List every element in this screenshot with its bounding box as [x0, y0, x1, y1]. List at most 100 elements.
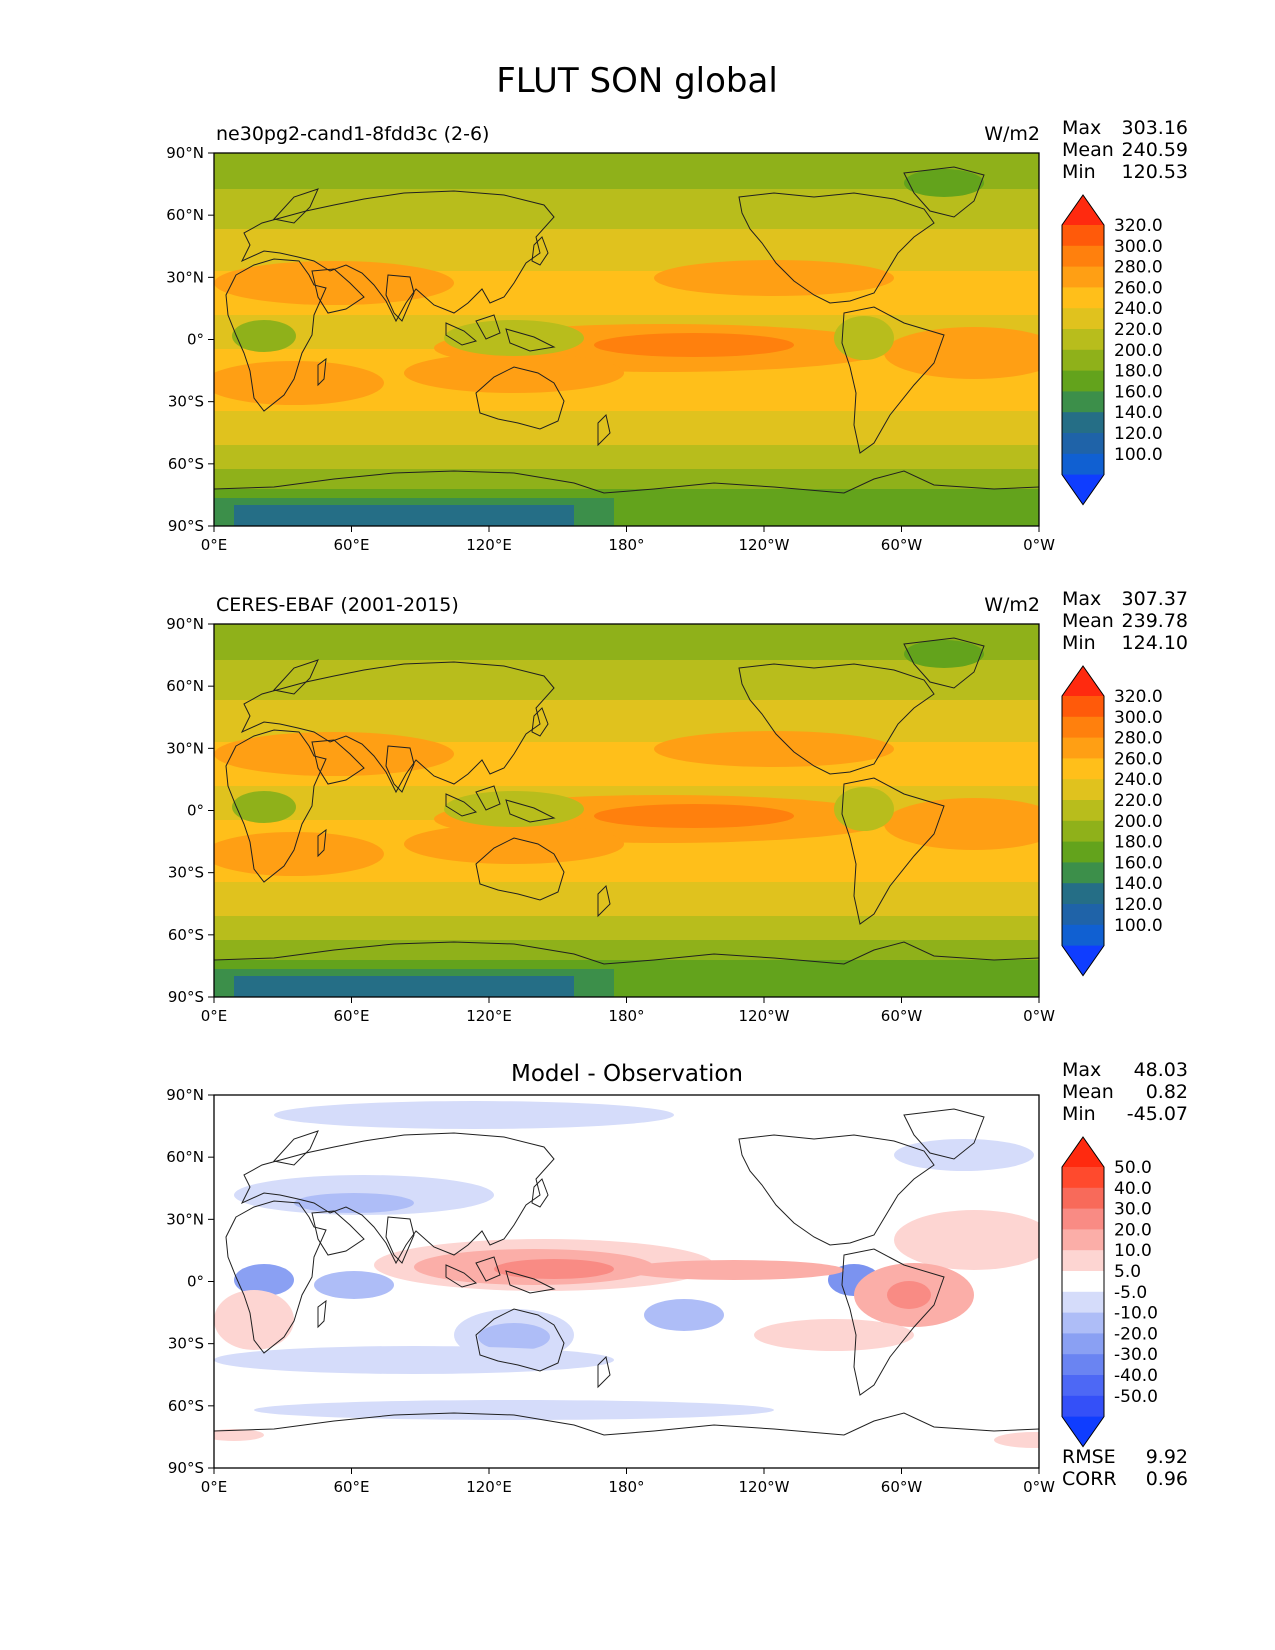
colorbar-segment [1062, 1271, 1104, 1293]
panel-observation-axes: 90°N 60°N 30°N 0° 30°S 60°S 90°S0°E 60°E 120°E 18… [166, 615, 1055, 1025]
panel-difference-axes: 90°N 60°N 30°N 0° 30°S 60°S 90°S0°E 60°E 120°E 18… [166, 1086, 1055, 1496]
lat-tick-label: 30°S [168, 1335, 204, 1353]
lat-tick-label: 60°S [168, 1397, 204, 1415]
lon-tick-label: 0°E [201, 1478, 228, 1496]
lat-tick-label: 90°S [168, 988, 204, 1006]
colorbar-segment [1062, 287, 1104, 309]
lat-tick-label: 60°S [168, 455, 204, 473]
panel-observation-map [214, 624, 1039, 997]
lon-tick-label: 120°E [466, 1478, 512, 1496]
colorbar-segment [1062, 225, 1104, 247]
lat-tick-label: 30°N [166, 739, 204, 757]
stat-label: Mean [1062, 139, 1114, 161]
colorbar-outline [1061, 194, 1105, 506]
lon-tick-label: 120°E [466, 1007, 512, 1025]
colorbar-label: 280.0 [1114, 258, 1163, 278]
colorbar-segment [1062, 308, 1104, 330]
lon-tick-label: 120°W [739, 1478, 790, 1496]
colorbar-label: -10.0 [1114, 1304, 1158, 1324]
panel-model-axes: 90°N 60°N 30°N 0° 30°S 60°S 90°S0°E 60°E 120°E 18… [166, 144, 1055, 554]
lon-tick-label: 60°E [333, 1007, 369, 1025]
colorbar-segment [1062, 862, 1104, 884]
lat-tick-label: 90°S [168, 1459, 204, 1477]
colorbar-segment [1062, 841, 1104, 863]
colorbar-label: 200.0 [1114, 341, 1163, 361]
lat-tick-label: 60°N [166, 1148, 204, 1166]
colorbar-segment [1062, 1333, 1104, 1355]
stat-label: Mean [1062, 610, 1114, 632]
stat-label: Min [1062, 632, 1096, 654]
colorbar-outline [1061, 1136, 1105, 1448]
colorbar-extend-bottom [1062, 945, 1104, 976]
panel-model-map [214, 153, 1039, 526]
colorbar-label: 240.0 [1114, 770, 1163, 790]
stat-value: 0.96 [1146, 1468, 1188, 1490]
colorbar-segment [1062, 370, 1104, 392]
colorbar-segment [1062, 800, 1104, 822]
panel-observation-colorbar: 320.0300.0280.0260.0240.0220.0200.0180.0… [1061, 665, 1163, 977]
lat-tick-label: 0° [187, 331, 204, 349]
figure-title: FLUT SON global [496, 61, 778, 101]
colorbar-label: 30.0 [1114, 1200, 1152, 1220]
colorbar-label: 160.0 [1114, 382, 1163, 402]
lat-tick-label: 30°N [166, 268, 204, 286]
colorbar-extend-bottom [1062, 1416, 1104, 1447]
colorbar-label: 260.0 [1114, 749, 1163, 769]
colorbar-segment [1062, 904, 1104, 926]
stat-value: 240.59 [1122, 139, 1188, 161]
colorbar-segment [1062, 1312, 1104, 1334]
panel-model-stats: Max 303.16 Mean 240.59 Min 120.53 [1062, 117, 1188, 183]
colorbar-segment [1062, 1250, 1104, 1272]
panel-difference-map [214, 1095, 1039, 1468]
panel-observation-title: CERES-EBAF (2001-2015) [216, 594, 459, 616]
colorbar-label: 100.0 [1114, 445, 1163, 465]
stat-value: 0.82 [1146, 1081, 1188, 1103]
colorbar-segment [1062, 1354, 1104, 1376]
colorbar-segment [1062, 779, 1104, 801]
colorbar-segment [1062, 433, 1104, 455]
lat-tick-label: 0° [187, 1273, 204, 1291]
colorbar-segment [1062, 412, 1104, 434]
lon-tick-label: 180° [608, 1478, 644, 1496]
colorbar-label: 220.0 [1114, 791, 1163, 811]
colorbar-label: 220.0 [1114, 320, 1163, 340]
colorbar-label: 50.0 [1114, 1158, 1152, 1178]
panel-model: ne30pg2-cand1-8fdd3c (2-6) W/m2 Max 303.… [166, 117, 1188, 554]
colorbar-label: 40.0 [1114, 1179, 1152, 1199]
colorbar-segment [1062, 758, 1104, 780]
lon-tick-label: 0°W [1023, 1478, 1055, 1496]
stat-value: 239.78 [1122, 610, 1188, 632]
stat-value: 120.53 [1122, 161, 1188, 183]
colorbar-segment [1062, 1229, 1104, 1251]
colorbar-extend-top [1062, 1137, 1104, 1167]
lat-tick-label: 90°N [166, 1086, 204, 1104]
colorbar-segment [1062, 696, 1104, 718]
colorbar-segment [1062, 1375, 1104, 1397]
lon-tick-label: 60°W [881, 1478, 923, 1496]
stat-label: Max [1062, 1059, 1101, 1081]
lat-tick-label: 60°N [166, 677, 204, 695]
colorbar-label: 200.0 [1114, 812, 1163, 832]
colorbar-segment [1062, 349, 1104, 372]
stat-label: Min [1062, 1103, 1096, 1125]
colorbar-label: 20.0 [1114, 1220, 1152, 1240]
colorbar-segment [1062, 1187, 1104, 1210]
colorbar-extend-top [1062, 195, 1104, 225]
colorbar-label: -50.0 [1114, 1387, 1158, 1407]
panel-model-title: ne30pg2-cand1-8fdd3c (2-6) [216, 123, 489, 145]
panel-model-units: W/m2 [984, 123, 1040, 145]
lon-tick-label: 180° [608, 1007, 644, 1025]
lon-tick-label: 60°E [333, 1478, 369, 1496]
stat-value: 48.03 [1134, 1059, 1188, 1081]
stat-value: 307.37 [1122, 588, 1188, 610]
colorbar-label: 120.0 [1114, 895, 1163, 915]
lon-tick-label: 120°E [466, 536, 512, 554]
colorbar-segment [1062, 883, 1104, 905]
colorbar-label: 260.0 [1114, 278, 1163, 298]
colorbar-outline [1061, 665, 1105, 977]
stat-value: 303.16 [1122, 117, 1188, 139]
colorbar-label: 280.0 [1114, 729, 1163, 749]
lon-tick-label: 0°E [201, 1007, 228, 1025]
panel-difference-title: Model - Observation [511, 1061, 743, 1087]
